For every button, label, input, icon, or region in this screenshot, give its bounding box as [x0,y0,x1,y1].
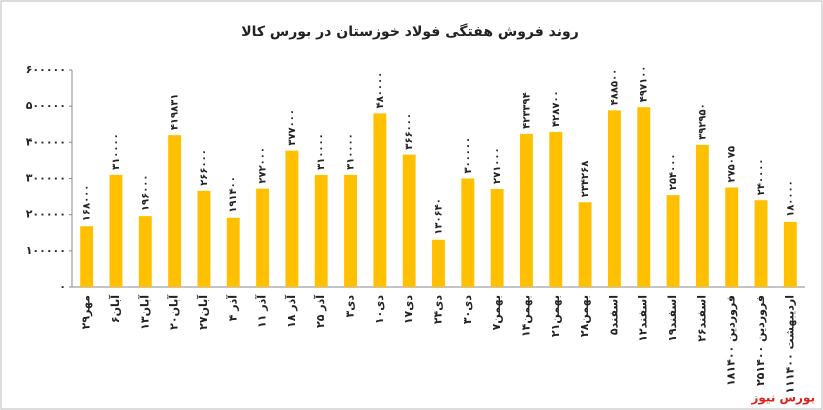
x-tick-label: ۲۴دی [432,295,445,325]
x-tick-label: ۱۸فروردین ۱۴۰۰ [725,295,738,386]
bar [285,150,299,287]
bar [109,174,123,287]
bar [432,239,445,287]
value-label: ۳۰۰۰۰۰ [463,137,474,174]
value-label: ۲۷۱۰۰۰ [492,147,503,184]
value-label: ۴۱۹۸۳۱ [170,94,181,131]
x-tick-label: ۲۸بهمن [578,295,591,337]
bar [695,144,709,287]
x-tick-label: ۲۰آبان [167,295,181,330]
bar [754,200,768,287]
value-label: ۲۴۰۰۰۰ [756,159,767,196]
value-label: ۱۳۰۶۴۰ [434,198,445,235]
bar [490,188,504,287]
x-tick-label: ۳۰دی [461,295,474,325]
x-tick-label: ۱۳آبان [137,295,151,330]
y-tick-label: ۰ [59,280,66,293]
bar [138,216,152,287]
x-tick-label: ۱۰دی [373,295,386,325]
bar [197,190,211,287]
value-label: ۴۸۸۵۰۰ [609,69,620,106]
bar [226,217,240,287]
value-label: ۴۹۷۱۰۰ [639,66,650,103]
source: بورس نیوز [750,391,815,406]
x-tick-label: ۱۲اسفند [637,295,650,342]
x-tick-label: ۲۵ آذر [313,295,327,328]
bar [520,133,533,287]
y-tick-label: ۲۰۰۰۰۰ [26,208,66,221]
value-label: ۲۷۵۰۷۵ [727,146,738,183]
y-tick-label: ۳۰۰۰۰۰ [26,172,66,185]
bar [783,221,797,287]
x-tick-label: ۱۸ آذر [284,295,298,328]
bar [578,202,592,287]
x-tick-label: ۲۶اسفند [695,295,708,342]
bar [344,174,357,287]
x-tick-label: ۲۱بهمن [549,295,562,337]
value-label: ۲۶۶۰۰۰ [199,149,210,186]
bar [607,110,621,287]
x-tick-label: ۲۷آبان [196,295,210,330]
bar [637,107,651,287]
y-tick-label: ۱۰۰۰۰۰ [26,244,66,257]
value-label: ۳۹۲۹۵۰ [697,103,708,140]
value-label: ۴۲۳۳۹۴ [521,92,532,129]
x-tick-label: ۴ آذر [225,295,239,322]
y-tick-label: ۵۰۰۰۰۰ [26,99,66,112]
bar [314,174,328,287]
value-label: ۲۳۴۲۶۸ [580,161,591,198]
bar [725,187,739,287]
bar [402,154,416,287]
value-label: ۲۵۴۰۰۰ [668,154,679,191]
bar [256,188,270,287]
bar [168,135,182,287]
bar [80,226,94,287]
value-label: ۱۹۱۴۰۰ [228,176,239,213]
value-label: ۳۱۰۰۰۰ [316,133,327,170]
x-tick-label: ۶آبان [108,295,122,323]
value-label: ۱۶۸۰۰۰ [82,185,93,222]
x-tick-label: ۷بهمن [490,295,503,330]
value-label: ۲۷۲۰۰۰ [258,147,269,184]
x-tick-label: ۱۱ آذر [255,295,269,328]
x-tick-label: ۲۵فروردین ۱۴۰۰ [754,295,767,386]
x-tick-label: ۱۱اردیبهشت ۱۴۰۰ [783,295,796,394]
x-tick-label: ۱۹اسفند [666,295,679,342]
x-tick-label: ۵اسفند [607,295,620,335]
chart-title: روند فروش هفتگی فولاد خوزستان در بورس کا… [241,23,579,40]
value-label: ۳۶۶۰۰۰ [404,113,415,150]
value-label: ۱۹۶۰۰۰ [140,174,151,211]
value-label: ۴۸۰۰۰۰ [375,72,386,109]
bar [461,178,475,287]
x-tick-label: ۲۹مهر [80,295,93,329]
value-label: ۳۱۰۰۰۰ [111,133,122,170]
bar [549,131,563,287]
bar [666,195,680,287]
value-label: ۴۲۸۷۰۰ [551,90,562,127]
y-tick-label: ۴۰۰۰۰۰ [26,135,66,148]
x-tick-label: ۳دی [344,295,357,318]
value-label: ۱۸۰۰۰۰ [785,180,796,217]
y-tick-label: ۶۰۰۰۰۰ [26,63,66,76]
x-tick-label: ۱۷دی [402,295,415,325]
x-tick-label: ۱۴بهمن [519,295,532,337]
value-label: ۳۷۷۰۰۰ [287,109,298,146]
value-label: ۳۱۰۰۰۰ [346,133,357,170]
bar [373,113,387,288]
